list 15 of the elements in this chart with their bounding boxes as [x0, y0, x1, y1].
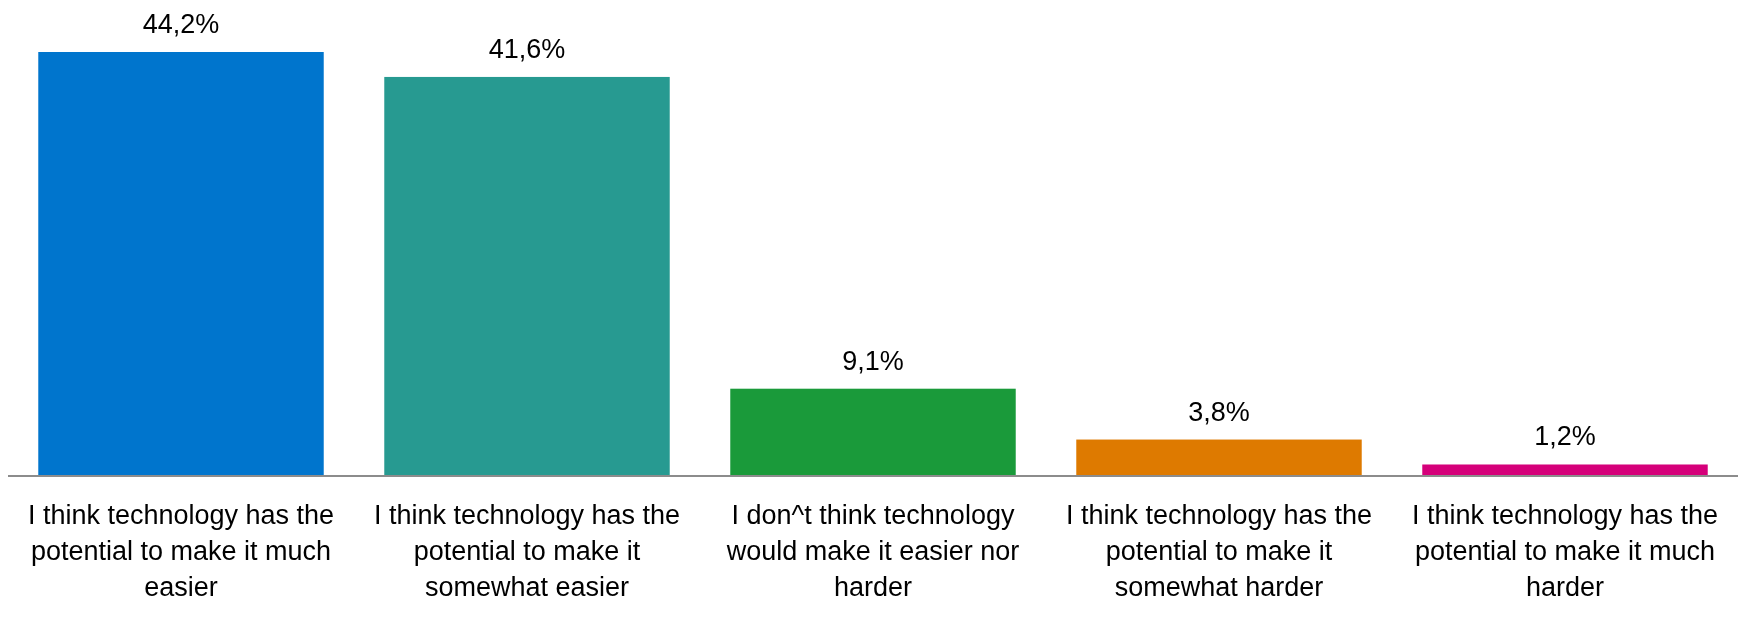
data-label: 9,1%	[842, 345, 904, 376]
data-label: 41,6%	[488, 33, 566, 64]
bar	[384, 76, 670, 476]
bar	[1076, 439, 1362, 476]
bar	[38, 52, 324, 476]
bar	[730, 388, 1016, 476]
x-tick-label: I don^t think technology would make it easier nor harder	[725, 500, 1020, 602]
x-tick-label: I think technology has the potential to make it much easier	[27, 500, 335, 602]
x-tick-label: I think technology has the potential to make it somewhat easier	[373, 500, 681, 602]
x-tick-label: I think technology has the potential to make it much harder	[1411, 500, 1719, 602]
data-label: 3,8%	[1188, 396, 1250, 427]
data-label: 44,2%	[142, 9, 220, 39]
data-label: 1,2%	[1534, 421, 1596, 452]
x-tick-label: I think technology has the potential to make it somewhat harder	[1065, 500, 1373, 602]
bar	[1422, 464, 1708, 476]
